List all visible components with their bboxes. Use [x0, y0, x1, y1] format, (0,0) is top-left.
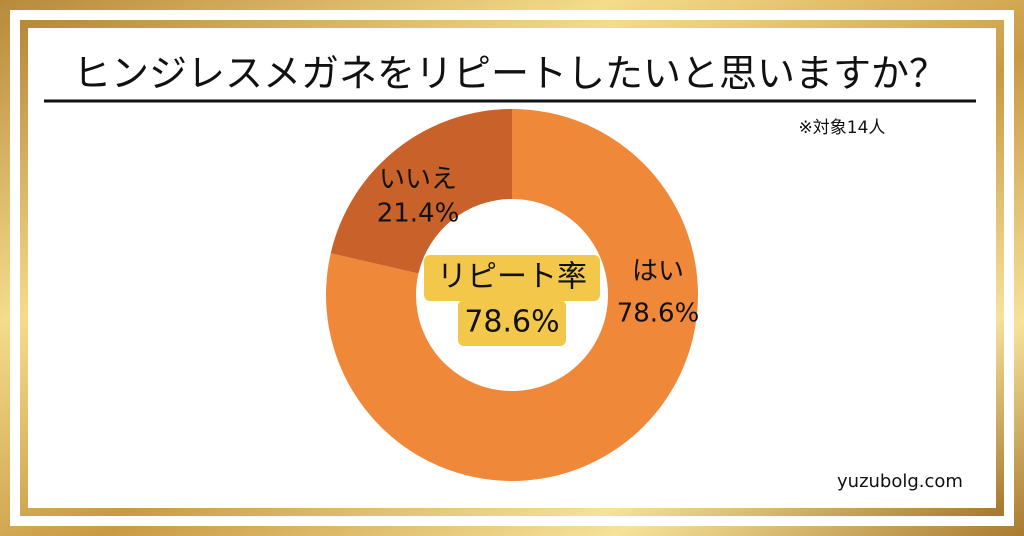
note: ※対象14人: [799, 118, 886, 138]
chart-title: ヒンジレスメガネをリピートしたいと思いますか？: [73, 52, 947, 96]
donut-slice: [330, 109, 512, 274]
source: yuzubolg.com: [837, 471, 963, 492]
donut-slice: [326, 109, 698, 482]
center-value: 78.6%: [464, 305, 559, 340]
slice-label: いいえ: [379, 165, 457, 195]
frame-inner: [20, 20, 1004, 516]
center-value-box: [458, 300, 566, 346]
center-label: リピート率: [437, 260, 587, 295]
center-label-box: [424, 255, 600, 301]
slice-label: はい: [632, 257, 684, 287]
donut: [326, 109, 698, 482]
slice-value-label: 21.4%: [377, 199, 460, 229]
slice-value-label: 78.6%: [617, 299, 700, 329]
